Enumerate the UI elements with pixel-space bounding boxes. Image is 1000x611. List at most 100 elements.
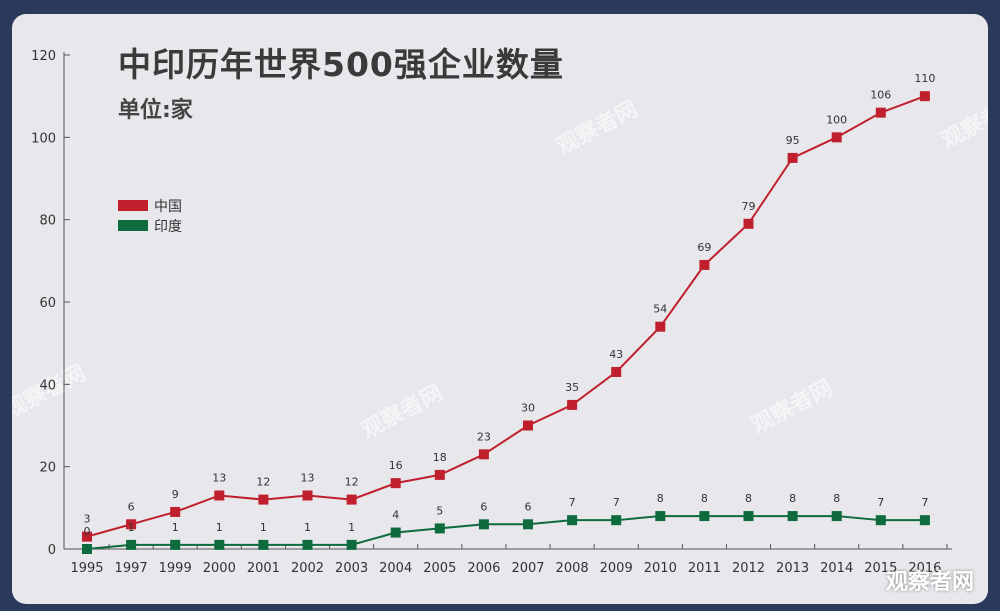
x-tick-label: 2006: [467, 561, 500, 576]
data-label: 8: [833, 492, 840, 505]
data-label: 79: [742, 200, 756, 213]
data-label: 0: [84, 525, 91, 538]
data-point: [170, 539, 181, 550]
data-label: 95: [786, 134, 800, 147]
y-tick-label: 80: [39, 214, 56, 229]
y-tick-label: 40: [39, 378, 56, 393]
data-point: [126, 539, 137, 550]
data-point: [302, 490, 313, 501]
data-point: [919, 91, 930, 102]
data-label: 1: [260, 521, 267, 534]
legend-swatch: [118, 200, 148, 211]
x-tick-label: 1997: [115, 561, 148, 576]
data-point: [82, 544, 92, 554]
series-line-india: [86, 515, 925, 550]
data-point: [170, 506, 181, 517]
legend-swatch: [118, 220, 148, 231]
x-tick-label: 2009: [600, 561, 633, 576]
y-tick-label: 120: [31, 49, 56, 64]
data-label: 1: [304, 521, 311, 534]
data-point: [523, 420, 533, 431]
data-label: 12: [345, 476, 359, 489]
data-label: 7: [921, 496, 928, 509]
data-label: 43: [609, 348, 623, 361]
x-tick-label: 1999: [159, 561, 192, 576]
data-point: [390, 527, 401, 538]
data-point: [611, 366, 622, 377]
data-label: 3: [84, 513, 91, 526]
legend-label: 中国: [154, 199, 182, 215]
data-point: [699, 511, 710, 522]
data-label: 30: [521, 402, 535, 415]
data-point: [258, 539, 269, 550]
data-point: [919, 515, 930, 526]
data-point: [655, 321, 666, 332]
data-point: [478, 519, 489, 530]
data-point: [478, 449, 489, 460]
data-label: 54: [653, 303, 667, 316]
data-point: [567, 515, 578, 526]
data-label: 1: [128, 521, 135, 534]
x-tick-label: 2012: [732, 561, 765, 576]
data-point: [302, 539, 313, 550]
data-point: [390, 478, 401, 489]
x-tick-label: 2005: [423, 561, 456, 576]
data-point: [743, 218, 754, 229]
x-tick-label: 2016: [908, 561, 941, 576]
data-label: 35: [565, 381, 579, 394]
data-label: 12: [256, 476, 270, 489]
data-point: [434, 523, 445, 534]
y-tick-label: 20: [39, 461, 56, 476]
data-point: [831, 511, 842, 522]
data-label: 7: [877, 496, 884, 509]
data-point: [346, 539, 357, 550]
data-label: 8: [745, 492, 752, 505]
data-label: 1: [172, 521, 179, 534]
data-point: [214, 539, 225, 550]
data-point: [258, 494, 269, 505]
x-tick-label: 2014: [820, 561, 853, 576]
data-label: 110: [914, 72, 935, 85]
data-label: 6: [128, 500, 135, 513]
data-point: [611, 515, 622, 526]
x-tick-label: 2011: [688, 561, 721, 576]
x-tick-label: 2010: [644, 561, 677, 576]
chart-subtitle: 单位:家: [118, 98, 193, 123]
data-point: [743, 511, 754, 522]
series-line-china: [86, 95, 926, 538]
y-tick-label: 100: [31, 131, 56, 146]
x-tick-label: 2002: [291, 561, 324, 576]
data-label: 1: [216, 521, 223, 534]
data-label: 23: [477, 430, 491, 443]
data-label: 7: [569, 496, 576, 509]
data-point: [875, 515, 886, 526]
data-point: [346, 494, 357, 505]
data-label: 8: [789, 492, 796, 505]
data-point: [214, 490, 225, 501]
data-point: [875, 107, 886, 118]
data-label: 8: [701, 492, 708, 505]
legend-label: 印度: [154, 219, 182, 235]
data-label: 1: [348, 521, 355, 534]
x-tick-label: 2003: [335, 561, 368, 576]
data-point: [699, 259, 710, 270]
chart-title: 中印历年世界500强企业数量: [118, 45, 564, 84]
data-label: 69: [697, 241, 711, 254]
data-label: 7: [613, 496, 620, 509]
x-tick-label: 2000: [203, 561, 236, 576]
x-tick-label: 2008: [556, 561, 589, 576]
data-label: 5: [436, 504, 443, 517]
data-point: [567, 399, 578, 410]
x-tick-label: 1995: [70, 561, 103, 576]
y-tick-label: 0: [48, 543, 56, 558]
data-label: 9: [172, 488, 179, 501]
data-label: 106: [870, 89, 891, 102]
x-tick-label: 2015: [864, 561, 897, 576]
x-tick-label: 2001: [247, 561, 280, 576]
data-label: 13: [301, 471, 315, 484]
data-point: [126, 519, 137, 530]
data-point: [787, 152, 798, 163]
data-point: [82, 531, 92, 542]
brand-watermark: 观察者网: [885, 570, 974, 595]
